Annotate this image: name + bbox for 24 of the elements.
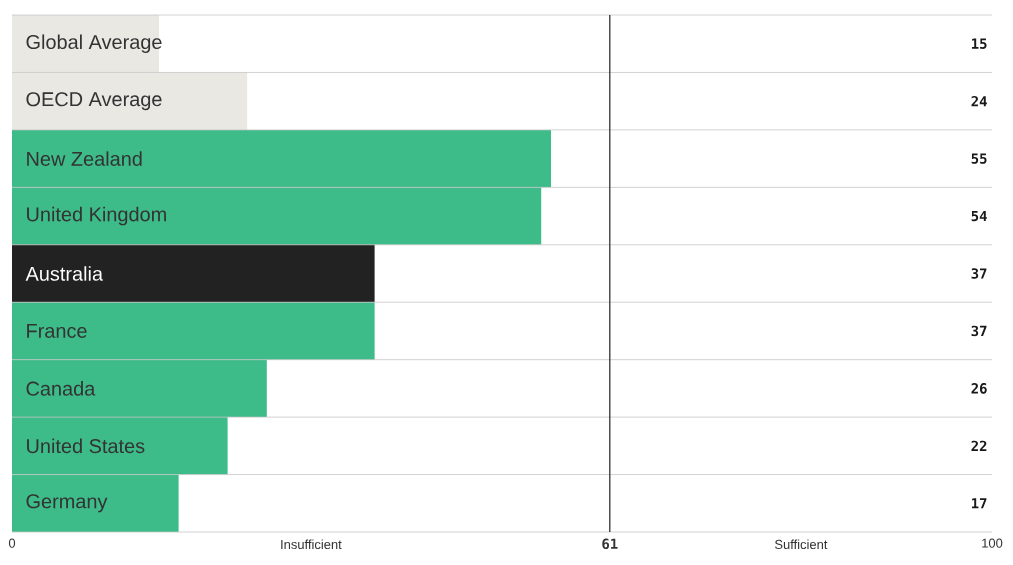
text: Sufficient <box>774 539 828 550</box>
y-tick-label: United Kingdom <box>27 206 166 226</box>
data-label: 55 <box>971 153 987 164</box>
data-label: 24 <box>971 96 987 107</box>
y-tick-label: United States <box>27 438 145 454</box>
x-tick-label: 100 <box>982 538 1003 548</box>
text: Insufficient <box>281 539 342 550</box>
data-label: 26 <box>971 383 987 394</box>
y-tick-label: Germany <box>26 494 108 513</box>
y-tick-label: France <box>27 324 87 338</box>
x-tick-label: 0 <box>8 538 16 548</box>
y-tick-label: Global Average <box>26 34 162 54</box>
y-tick-label: OECD Average <box>26 92 162 111</box>
bar <box>12 244 375 303</box>
data-label: 22 <box>971 440 987 452</box>
ref-line-label: 61 <box>602 538 618 550</box>
data-label: 37 <box>971 325 987 337</box>
y-tick-label: New Zealand <box>27 151 142 166</box>
y-tick-label: Australia <box>25 266 104 281</box>
data-label: 54 <box>971 210 987 222</box>
data-label: 15 <box>971 38 987 49</box>
y-tick-label: Canada <box>26 381 96 396</box>
data-label: 17 <box>971 498 987 509</box>
data-label: 37 <box>971 268 987 279</box>
